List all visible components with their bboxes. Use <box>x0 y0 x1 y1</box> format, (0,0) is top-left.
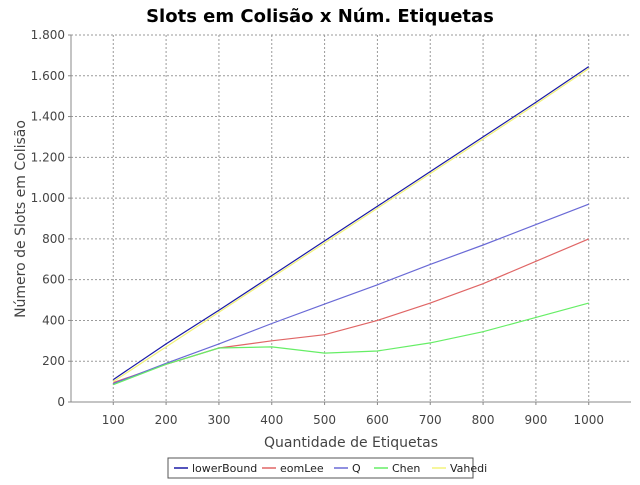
chart-title: Slots em Colisão x Núm. Etiquetas <box>146 6 494 27</box>
x-tick-label: 300 <box>207 413 230 427</box>
x-tick-label: 400 <box>260 413 283 427</box>
y-tick-label: 200 <box>42 354 65 368</box>
x-tick-label: 700 <box>419 413 442 427</box>
x-tick-label: 600 <box>366 413 389 427</box>
y-tick-label: 600 <box>42 273 65 287</box>
x-tick-label: 100 <box>102 413 125 427</box>
legend-label-q: Q <box>352 462 361 475</box>
series-line-q <box>113 203 589 385</box>
y-tick-label: 1.200 <box>31 150 65 164</box>
y-tick-label: 400 <box>42 313 65 327</box>
y-tick-label: 0 <box>57 395 65 409</box>
x-tick-label: 1000 <box>573 413 604 427</box>
legend: lowerBound eomLee Q Chen Vahedi <box>167 457 487 479</box>
x-tick-label: 500 <box>313 413 336 427</box>
legend-label-chen: Chen <box>392 462 420 475</box>
y-tick-label: 1.000 <box>31 191 65 205</box>
series-line-vahedi <box>112 68 590 383</box>
y-tick-label: 1.400 <box>31 110 65 124</box>
x-tick-label: 200 <box>155 413 178 427</box>
plot-background <box>71 35 631 402</box>
legend-label-vahedi: Vahedi <box>450 462 487 475</box>
x-axis-label: Quantidade de Etiquetas <box>264 435 438 451</box>
plot-area: 100 200 300 400 500 600 700 800 900 1000 0 200 400 60… <box>31 28 631 427</box>
series-line-lowerbound <box>112 66 590 381</box>
legend-label-eomlee: eomLee <box>280 462 324 475</box>
legend-label-lowerbound: lowerBound <box>192 462 257 475</box>
series-line-chen <box>113 302 589 386</box>
x-tick-label: 800 <box>472 413 495 427</box>
y-tick-label: 1.800 <box>31 28 65 42</box>
y-axis-label: Número de Slots em Colisão <box>13 120 29 318</box>
x-tick-label: 900 <box>524 413 547 427</box>
y-tick-label: 1.600 <box>31 69 65 83</box>
y-tick-label: 800 <box>42 232 65 246</box>
legend-box <box>167 457 474 479</box>
